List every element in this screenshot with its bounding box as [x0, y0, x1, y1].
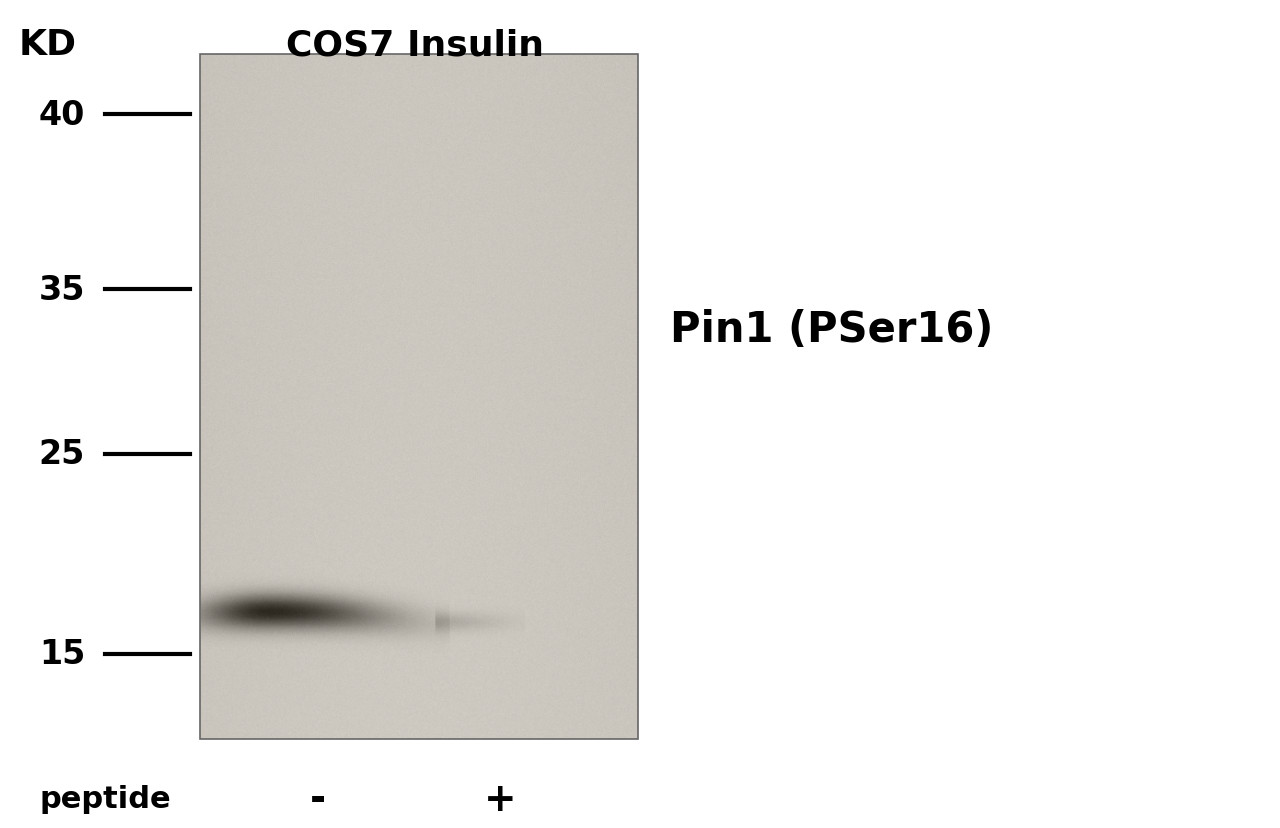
Text: 35: 35: [38, 273, 86, 306]
Text: 25: 25: [38, 438, 86, 471]
Text: KD: KD: [19, 28, 77, 62]
Text: -: -: [310, 780, 326, 818]
Text: COS7 Insulin: COS7 Insulin: [285, 28, 544, 62]
Text: +: +: [484, 780, 516, 818]
Text: 15: 15: [38, 638, 86, 671]
Bar: [200, 55, 637, 739]
Text: Pin1 (PSer16): Pin1 (PSer16): [669, 309, 993, 350]
Text: 40: 40: [38, 99, 86, 132]
Text: peptide: peptide: [40, 785, 170, 814]
